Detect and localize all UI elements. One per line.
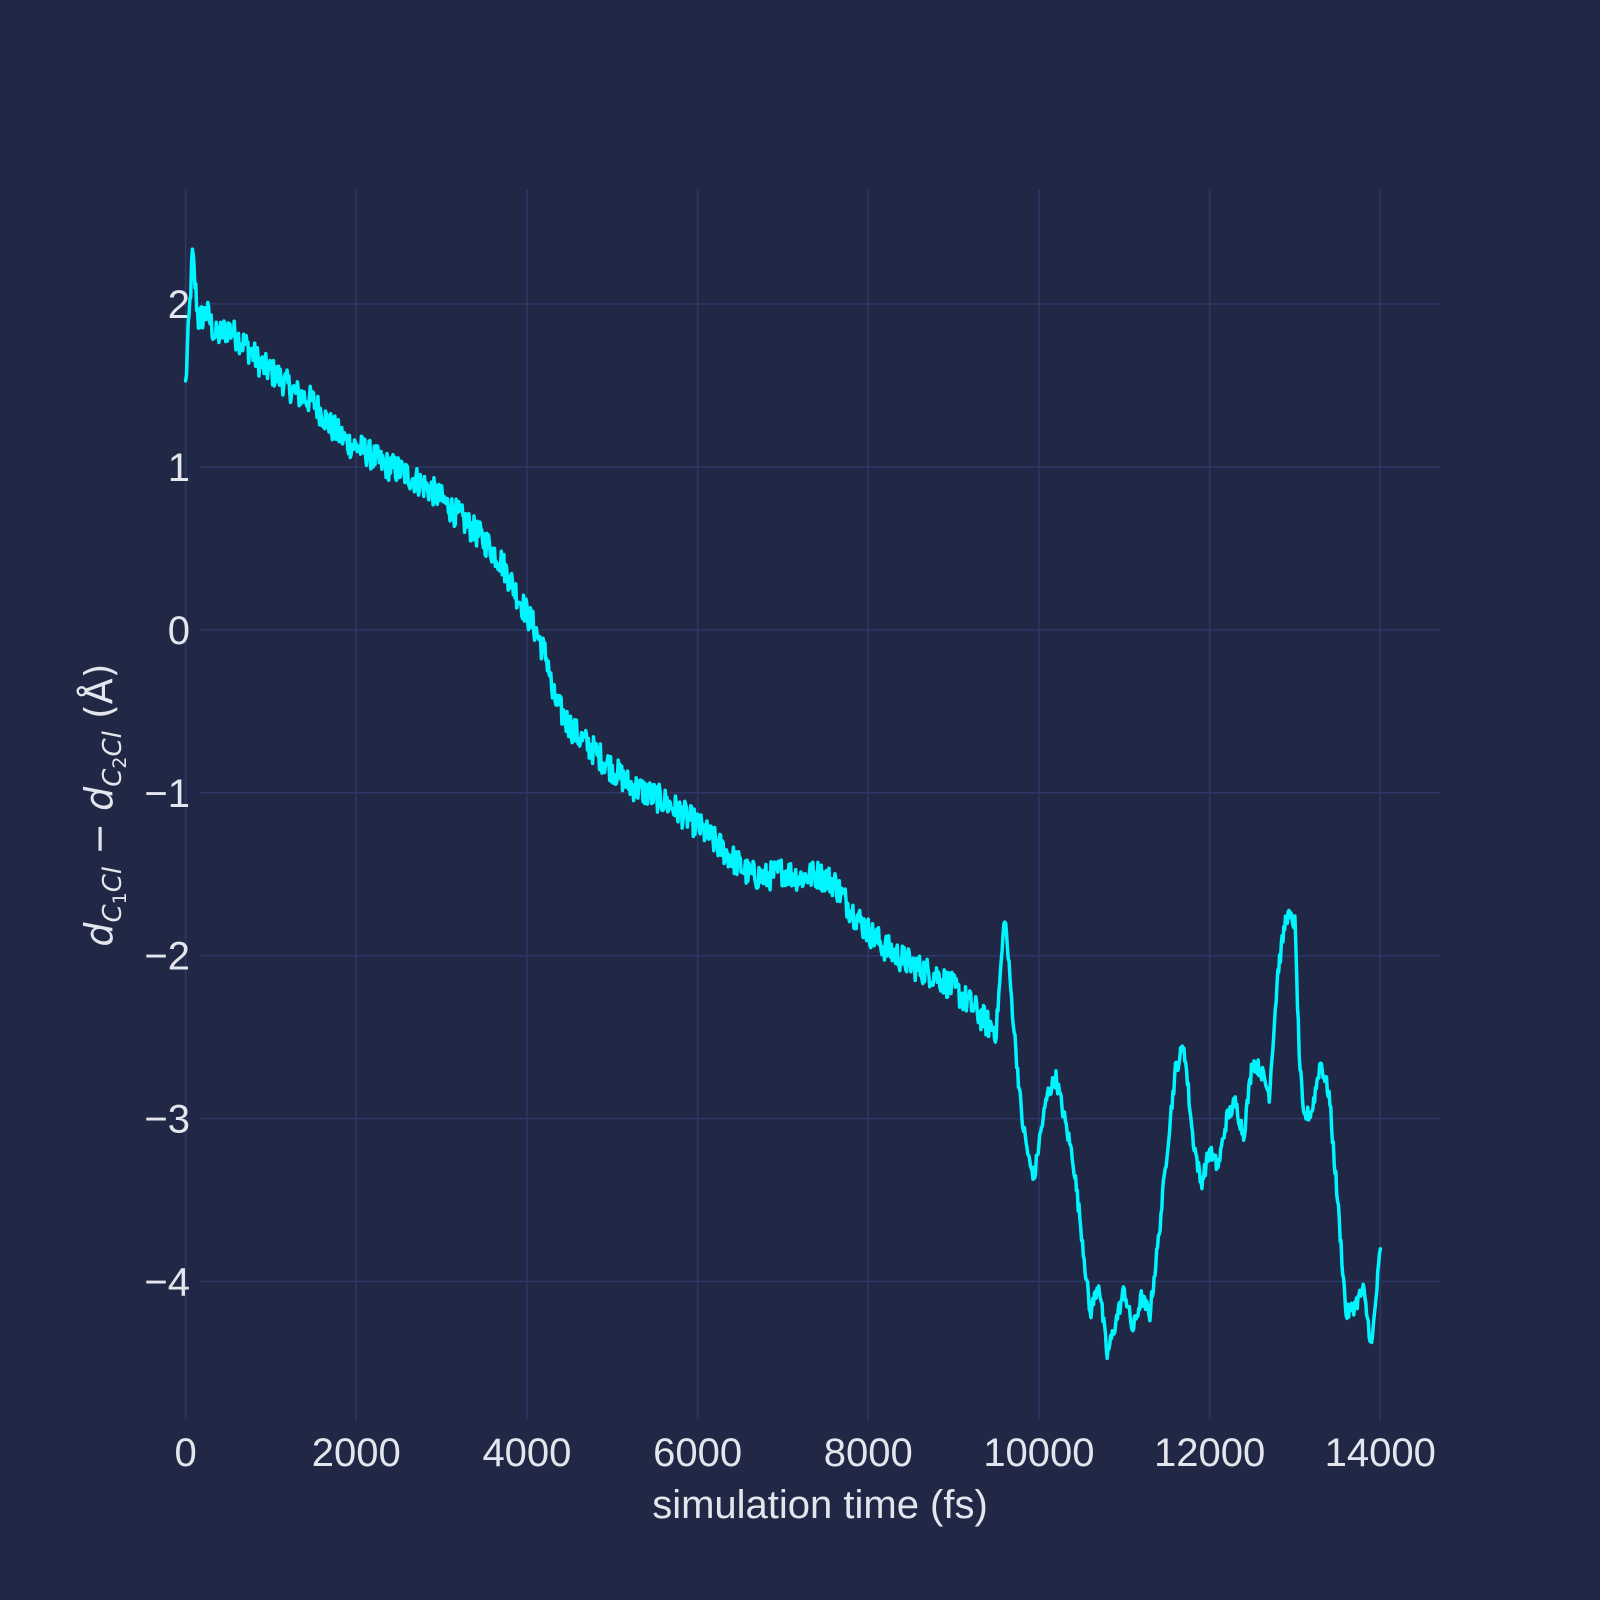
ylabel-d1: d [77, 922, 121, 947]
x-tick-label: 12000 [1154, 1431, 1265, 1475]
ylabel-sub1-letter: C [98, 904, 128, 923]
series-group [183, 247, 1383, 1361]
y-axis-title: dC1Cl − dC2Cl (Å) [77, 663, 131, 946]
y-axis-ticks: 2 1 0 −1 −2 −3 −4 [144, 283, 190, 1304]
x-tick-label: 0 [174, 1431, 196, 1475]
grid [184, 190, 1440, 1420]
y-tick-label: −4 [144, 1261, 190, 1305]
y-tick-label: −2 [144, 935, 190, 979]
y-tick-label: 0 [168, 609, 190, 653]
ylabel-unit: (Å) [77, 663, 121, 731]
x-axis-title: simulation time (fs) [652, 1483, 988, 1527]
x-tick-label: 4000 [482, 1431, 571, 1475]
y-tick-label: 1 [168, 446, 190, 490]
x-tick-label: 2000 [312, 1431, 401, 1475]
x-tick-label: 14000 [1325, 1431, 1436, 1475]
ylabel-minus: − [77, 811, 121, 867]
x-axis-ticks: 0 2000 4000 6000 8000 10000 12000 14000 [174, 1431, 1435, 1475]
ylabel-sub2-letter: C [98, 768, 128, 787]
y-tick-label: 2 [168, 283, 190, 327]
series-line [183, 247, 1383, 1361]
ylabel-d2: d [77, 786, 121, 811]
y-tick-label: −1 [144, 772, 190, 816]
ylabel-sub1-rest: Cl [98, 866, 128, 892]
y-tick-label: −3 [144, 1098, 190, 1142]
ylabel-sub1-index: 1 [109, 892, 131, 904]
ylabel-sub2-rest: Cl [98, 730, 128, 756]
ylabel-sub2-index: 2 [109, 756, 131, 768]
x-tick-label: 10000 [983, 1431, 1094, 1475]
x-tick-label: 8000 [824, 1431, 913, 1475]
x-tick-label: 6000 [653, 1431, 742, 1475]
